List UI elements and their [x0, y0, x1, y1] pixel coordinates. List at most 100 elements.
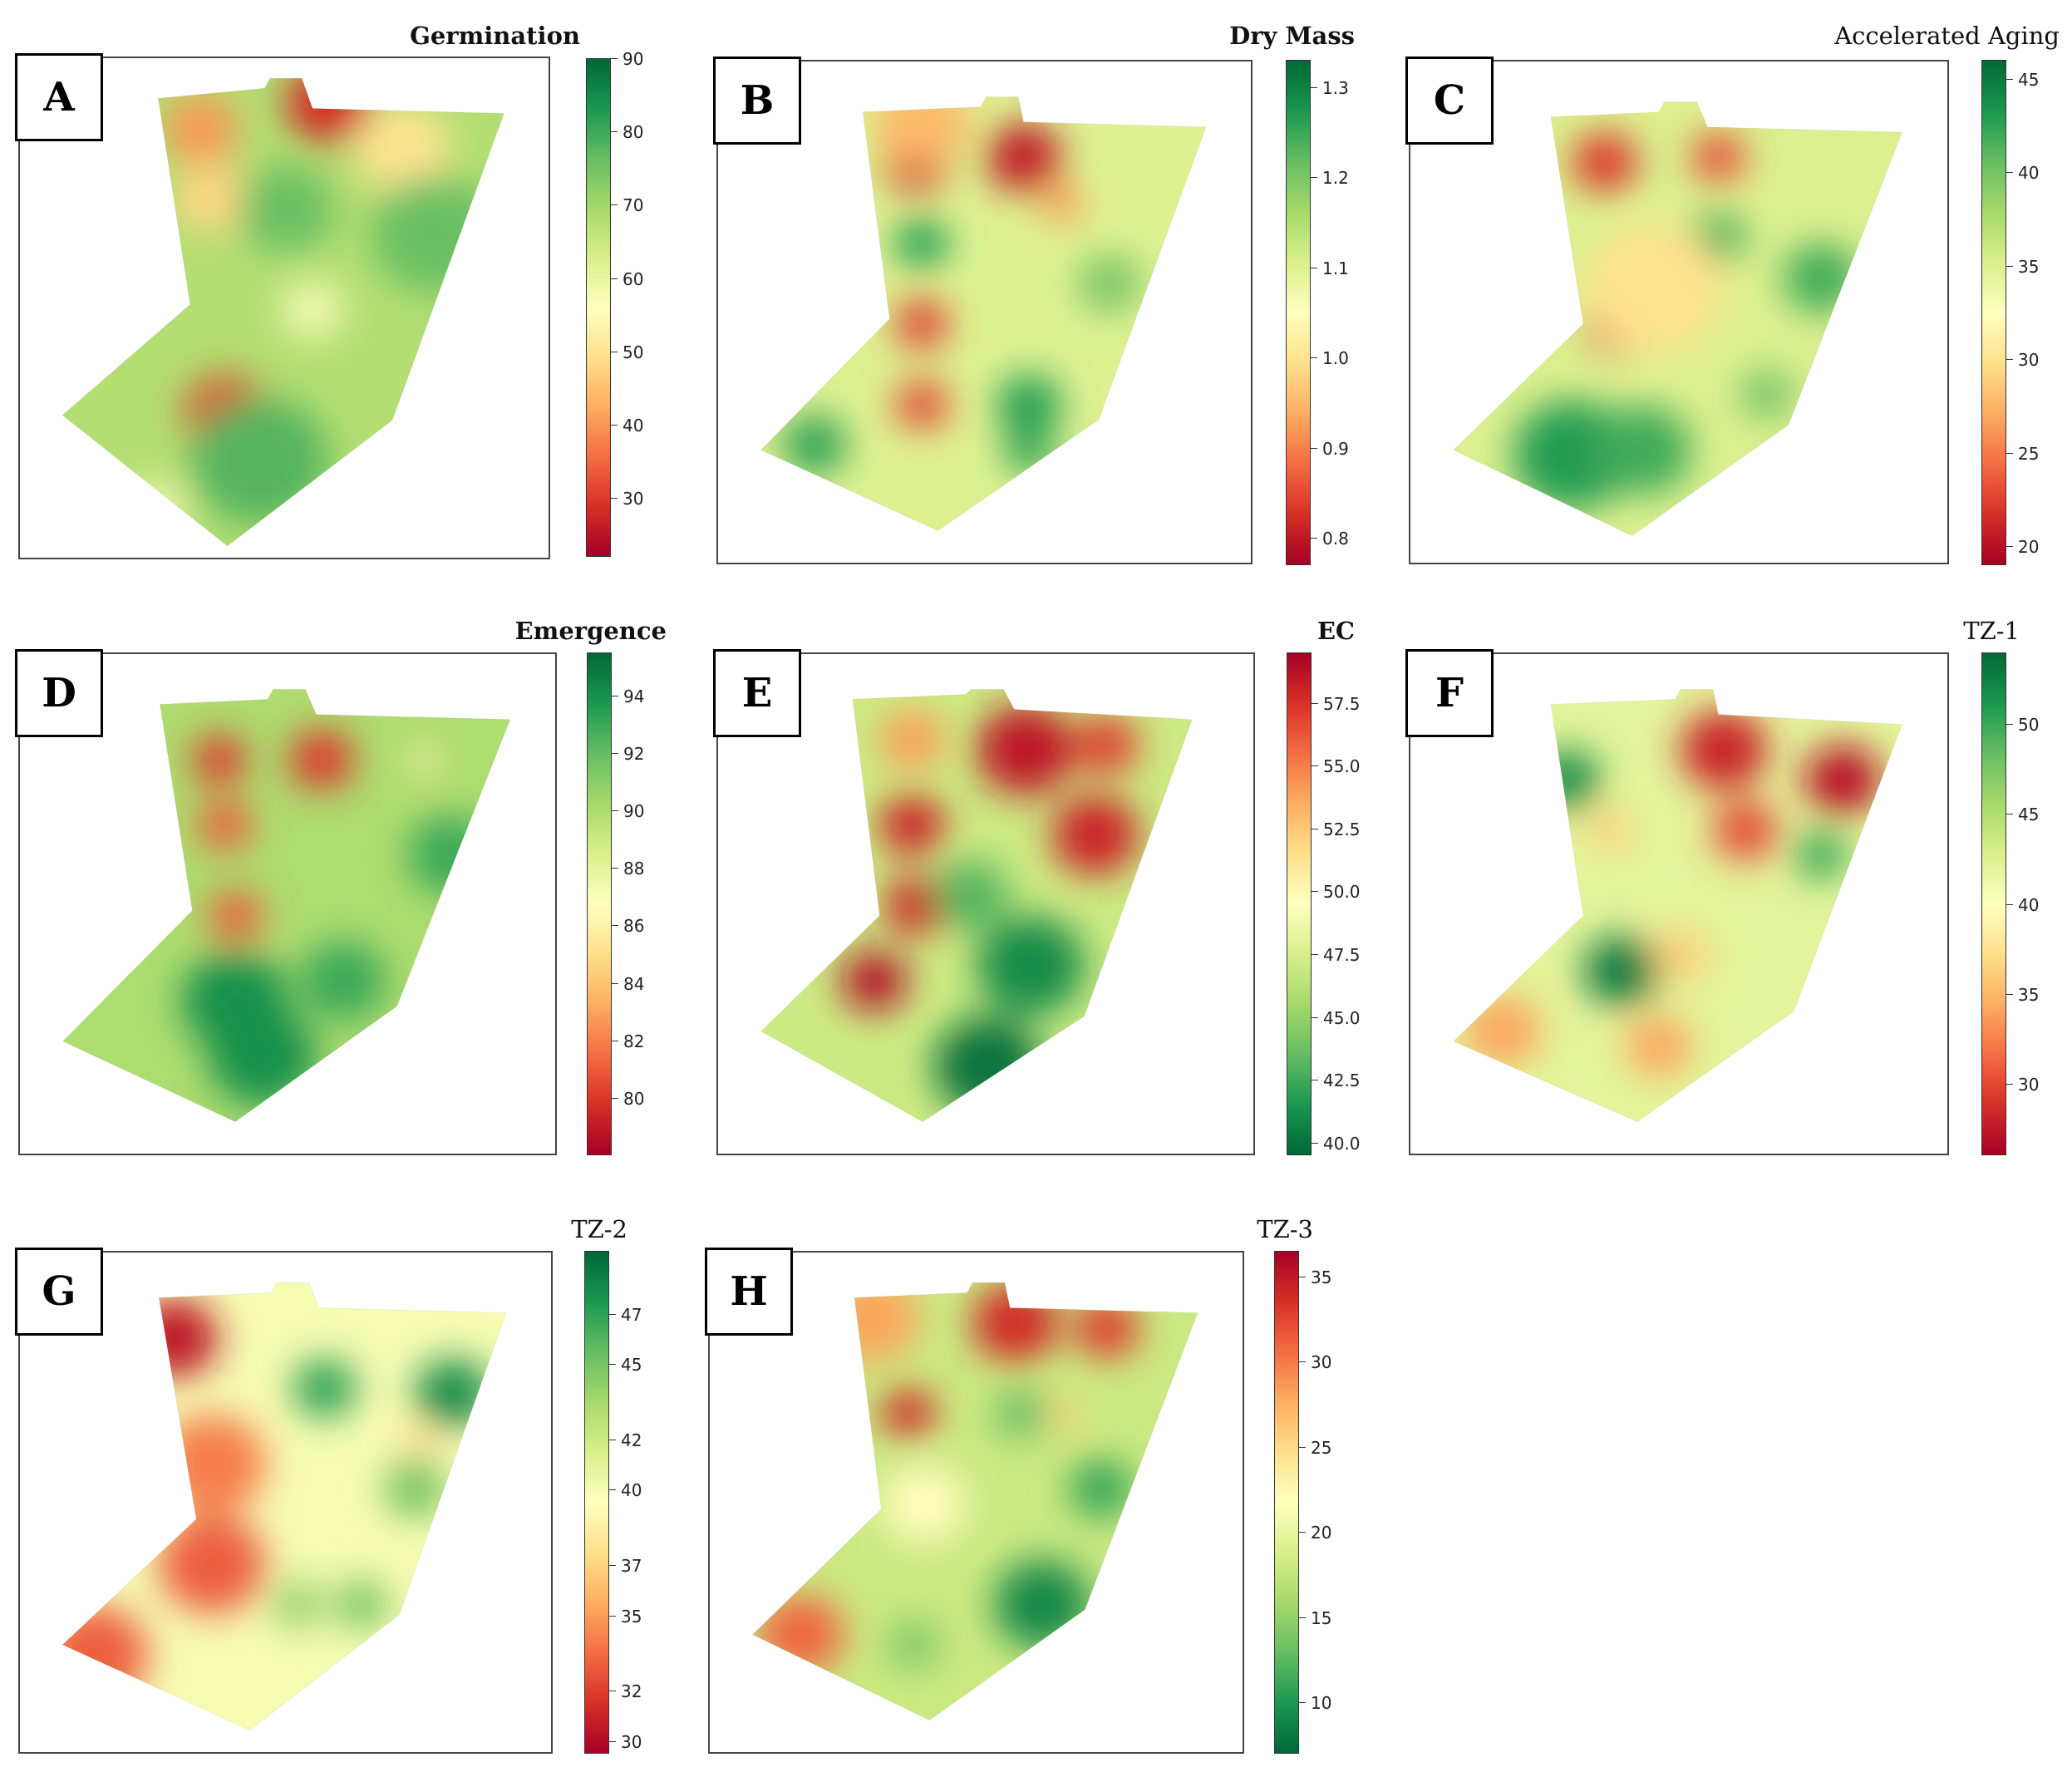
hotspot	[874, 96, 971, 167]
tick-label: 84	[623, 973, 645, 994]
colorbar-title: TZ-1	[1963, 617, 2020, 645]
field-outline	[62, 77, 505, 547]
panel-label: F	[1405, 649, 1494, 737]
tick-label: 45	[2018, 805, 2040, 825]
tick-label: 70	[623, 195, 644, 216]
hotspot	[1594, 405, 1691, 495]
tick-label: 57.5	[1323, 693, 1361, 714]
hotspot	[1583, 224, 1724, 353]
tick-mark	[611, 498, 618, 500]
hotspot	[1794, 830, 1848, 880]
tick-label: 30	[2018, 350, 2040, 371]
hotspot	[355, 104, 451, 193]
hotspot	[879, 795, 945, 855]
hotspot	[1073, 715, 1139, 775]
hotspot	[986, 122, 1061, 192]
map-frame-g	[18, 1251, 553, 1754]
tick-label: 37	[621, 1556, 642, 1577]
tick-mark	[2006, 78, 2013, 80]
colorbar-title: TZ-2	[571, 1215, 628, 1243]
tick-mark	[609, 1740, 616, 1742]
colorbar	[587, 652, 612, 1155]
hotspot	[1681, 710, 1767, 790]
tick-mark	[1311, 177, 1317, 179]
tick-mark	[1311, 86, 1317, 88]
tick-mark	[2006, 172, 2013, 174]
map-frame-a	[18, 57, 550, 559]
heatmap-d	[62, 688, 511, 1123]
hotspot	[405, 1429, 437, 1459]
tick-mark	[1299, 1532, 1306, 1533]
hotspot	[842, 951, 907, 1011]
colorbar	[586, 58, 611, 557]
tick-label: 32	[621, 1681, 642, 1702]
colorbar	[1274, 1251, 1299, 1754]
panel-label: D	[15, 649, 103, 737]
heatmap-h	[751, 1282, 1198, 1721]
hotspot	[1783, 244, 1859, 313]
colorbar	[584, 1251, 609, 1754]
hotspot	[881, 1388, 935, 1439]
tick-label: 30	[1311, 1352, 1332, 1373]
heatmap-g	[62, 1282, 507, 1731]
tick-mark	[1312, 891, 1318, 893]
colorbar	[1286, 60, 1311, 565]
hotspot	[174, 165, 249, 234]
tick-mark	[612, 925, 618, 927]
tick-mark	[1311, 357, 1317, 359]
hotspot	[335, 1579, 389, 1630]
tick-mark	[2006, 1083, 2013, 1085]
hotspot	[62, 1605, 149, 1705]
tick-label: 35	[621, 1606, 642, 1627]
tick-mark	[1299, 1446, 1306, 1448]
hotspot	[407, 745, 440, 775]
colorbar-title: Germination	[410, 22, 580, 50]
tick-label: 82	[623, 1031, 645, 1051]
hotspot	[1464, 996, 1540, 1066]
tick-label: 52.5	[1323, 819, 1361, 839]
tick-label: 20	[2018, 537, 2040, 558]
hotspot	[782, 415, 847, 475]
hotspot	[121, 481, 185, 540]
hotspot	[280, 280, 345, 339]
hotspot	[1740, 369, 1794, 420]
hotspot	[881, 1464, 967, 1543]
tick-label: 30	[621, 1731, 642, 1752]
tick-mark	[611, 204, 618, 206]
panel-label: G	[15, 1248, 103, 1336]
hotspot	[884, 875, 950, 936]
tick-mark	[612, 1097, 618, 1099]
field-outline	[1453, 101, 1903, 537]
tick-label: 20	[1311, 1523, 1332, 1543]
field-outline	[751, 1282, 1198, 1721]
tick-label: 0.8	[1322, 529, 1349, 549]
tick-mark	[2006, 814, 2013, 815]
tick-label: 35	[2018, 256, 2040, 277]
hotspot	[208, 1007, 317, 1106]
colorbar	[1287, 652, 1312, 1155]
tick-label: 50	[623, 342, 644, 362]
field-outline	[62, 688, 511, 1123]
hotspot	[192, 735, 247, 785]
hotspot	[879, 710, 945, 770]
tick-mark	[609, 1489, 616, 1491]
hotspot	[208, 890, 263, 941]
tick-label: 1.2	[1322, 168, 1349, 189]
tick-label: 80	[623, 1088, 645, 1109]
hotspot	[1002, 425, 1056, 475]
tick-label: 92	[623, 744, 645, 764]
tick-label: 80	[623, 122, 644, 143]
hotspot	[189, 396, 329, 524]
tick-mark	[612, 868, 618, 869]
tick-mark	[1312, 1016, 1318, 1018]
tick-mark	[2006, 359, 2013, 361]
map-frame-e	[716, 652, 1255, 1155]
tick-label: 86	[623, 916, 645, 937]
panel-label: H	[705, 1248, 793, 1336]
hotspot	[758, 1595, 844, 1675]
hotspot	[894, 298, 949, 349]
tick-mark	[611, 278, 618, 279]
tick-mark	[2006, 724, 2013, 726]
field-outline	[760, 688, 1193, 1123]
